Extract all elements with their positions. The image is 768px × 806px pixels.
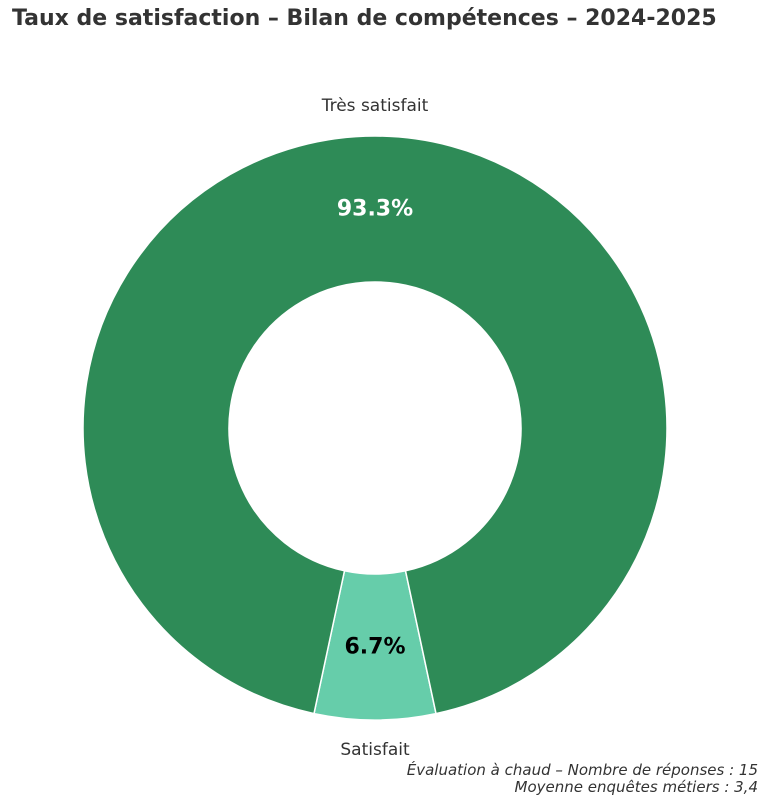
slice-2 <box>82 135 668 715</box>
percent-label-2: 93.3% <box>337 197 413 222</box>
chart-title: Taux de satisfaction – Bilan de compéten… <box>12 6 717 31</box>
footnote: Évaluation à chaud – Nombre de réponses … <box>407 762 758 796</box>
percent-label-1: 6.7% <box>344 635 405 660</box>
category-labels: Satisfait Très satisfait <box>321 96 429 760</box>
footnote-responses: Évaluation à chaud – Nombre de réponses … <box>406 761 758 779</box>
category-label-2: Très satisfait <box>321 96 429 116</box>
footnote-average: Moyenne enquêtes métiers : 3,4 <box>514 778 758 796</box>
percent-labels: 6.7% 93.3% <box>337 197 413 660</box>
donut-slices <box>82 135 668 721</box>
category-label-1: Satisfait <box>340 740 410 760</box>
